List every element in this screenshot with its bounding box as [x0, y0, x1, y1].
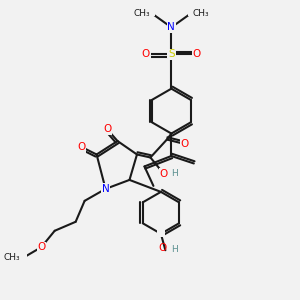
FancyBboxPatch shape — [77, 144, 86, 150]
Text: CH₃: CH₃ — [192, 9, 209, 18]
FancyBboxPatch shape — [157, 230, 165, 237]
Text: H: H — [171, 169, 178, 178]
FancyBboxPatch shape — [146, 9, 154, 16]
FancyBboxPatch shape — [142, 51, 150, 58]
Text: O: O — [103, 124, 111, 134]
FancyBboxPatch shape — [103, 126, 111, 132]
FancyBboxPatch shape — [181, 141, 189, 147]
FancyBboxPatch shape — [37, 244, 45, 250]
FancyBboxPatch shape — [37, 244, 45, 250]
FancyBboxPatch shape — [101, 186, 110, 192]
FancyBboxPatch shape — [157, 230, 165, 237]
Text: S: S — [168, 49, 175, 59]
FancyBboxPatch shape — [188, 9, 196, 16]
Text: CH₃: CH₃ — [134, 9, 150, 18]
Text: H: H — [171, 245, 178, 254]
Text: O: O — [193, 49, 201, 59]
Text: N: N — [102, 184, 110, 194]
FancyBboxPatch shape — [193, 51, 201, 58]
Text: O: O — [77, 142, 86, 152]
Text: O: O — [142, 49, 150, 59]
FancyBboxPatch shape — [160, 171, 168, 177]
Text: O: O — [181, 139, 189, 149]
Text: O: O — [160, 169, 168, 179]
FancyBboxPatch shape — [167, 24, 176, 31]
FancyBboxPatch shape — [181, 141, 189, 147]
FancyBboxPatch shape — [160, 171, 168, 177]
FancyBboxPatch shape — [19, 254, 28, 261]
Text: O: O — [158, 243, 166, 253]
FancyBboxPatch shape — [167, 51, 176, 58]
Text: N: N — [167, 22, 175, 32]
Text: CH₃: CH₃ — [4, 253, 20, 262]
Text: O: O — [37, 242, 45, 252]
